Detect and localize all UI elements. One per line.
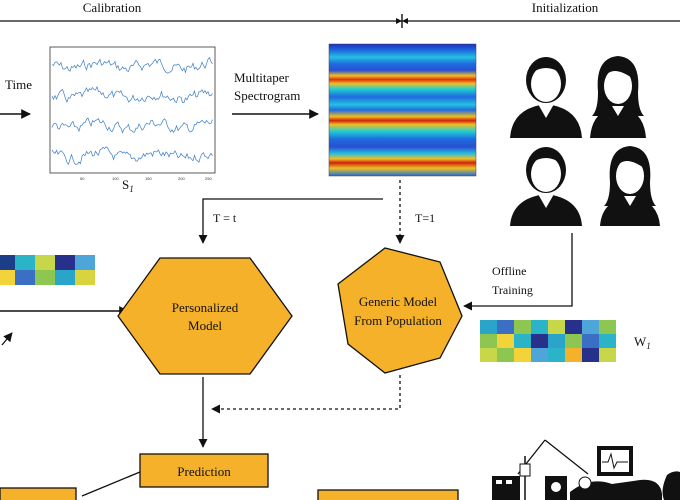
weights-label: W1 xyxy=(634,334,651,351)
signal-trace xyxy=(51,56,213,74)
person-icon xyxy=(510,147,582,226)
signal-trace xyxy=(51,85,213,104)
svg-text:200: 200 xyxy=(178,176,185,181)
person-icon xyxy=(590,56,646,138)
spectrogram-label: Spectrogram xyxy=(234,88,300,103)
generic-model-node: Generic Model From Population xyxy=(337,247,463,374)
initialization-label: Initialization xyxy=(532,0,599,15)
connector-prediction-left xyxy=(81,471,141,497)
person-icon xyxy=(510,57,582,138)
eeg-signal-plot: 50 100 150 200 250 xyxy=(49,46,216,181)
personalized-model-label-1: Personalized xyxy=(172,300,239,315)
phase-header: Calibration Initialization xyxy=(0,0,680,28)
svg-text:250: 250 xyxy=(205,176,212,181)
patient-monitoring-icon xyxy=(492,439,680,500)
offline-label: Offline xyxy=(492,264,526,278)
generic-model-label-2: From Population xyxy=(354,313,442,328)
connector-t-eq-t xyxy=(198,198,383,244)
svg-text:100: 100 xyxy=(112,176,119,181)
connector-generic-to-personalized xyxy=(211,375,401,414)
generic-model-label-1: Generic Model xyxy=(359,294,438,309)
connector-offline-training xyxy=(463,233,573,311)
partial-node-left xyxy=(0,487,77,500)
feature-heatmap-left xyxy=(0,255,95,285)
signal-trace xyxy=(51,117,213,134)
connector-partial-left xyxy=(1,332,13,346)
personalized-model-label-2: Model xyxy=(188,318,222,333)
signal-trace xyxy=(51,146,213,166)
time-label: Time xyxy=(5,77,32,92)
partial-node-center xyxy=(317,489,459,500)
spectrogram-image xyxy=(328,43,477,177)
population-icon xyxy=(510,56,660,226)
multitaper-label: Multitaper xyxy=(234,70,290,85)
signal-caption: S1 xyxy=(122,177,134,194)
prediction-label: Prediction xyxy=(177,464,231,479)
svg-text:150: 150 xyxy=(145,176,152,181)
training-label: Training xyxy=(492,283,533,297)
person-icon xyxy=(600,146,660,226)
weights-heatmap xyxy=(480,320,616,362)
edge-label-t-eq-1: T=1 xyxy=(415,211,435,225)
calibration-label: Calibration xyxy=(83,0,142,15)
prediction-node: Prediction xyxy=(139,453,269,488)
svg-text:50: 50 xyxy=(80,176,85,181)
personalized-model-node: Personalized Model xyxy=(117,257,293,375)
edge-label-t-eq-t: T = t xyxy=(213,211,237,225)
